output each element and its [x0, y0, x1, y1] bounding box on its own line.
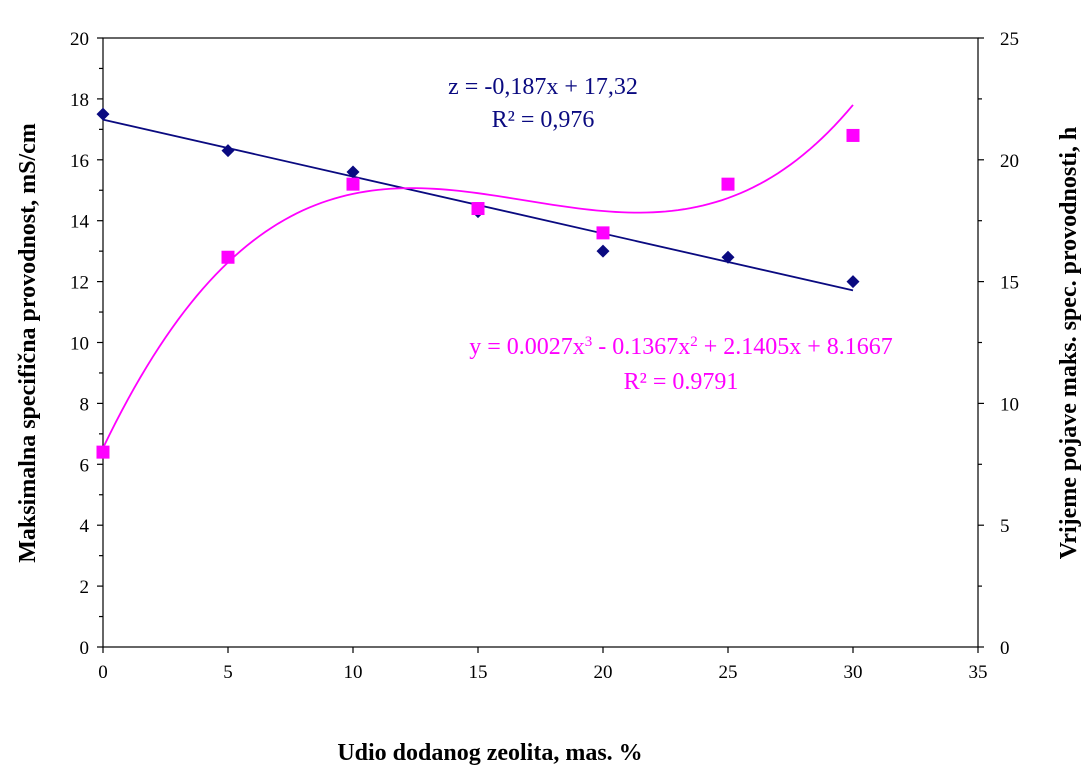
y-left-tick-label: 6	[80, 455, 90, 476]
x-axis-ticks: 0 5 10 15 20 25 30 35	[98, 647, 988, 683]
square-marker	[96, 445, 110, 459]
y-right-tick-label: 10	[1000, 394, 1019, 415]
poly-eq-part-a: y = 0.0027x	[469, 334, 585, 360]
x-tick-label: 0	[98, 662, 108, 683]
y-right-tick-label: 20	[1000, 151, 1019, 172]
y-left-tick-label: 2	[80, 577, 90, 598]
x-axis-title: Udio dodanog zeolita, mas. %	[337, 740, 642, 766]
poly-eq-part-b: - 0.1367x	[592, 334, 690, 360]
diamond-marker	[596, 244, 610, 258]
y-left-tick-label: 12	[70, 273, 89, 294]
x-tick-label: 25	[719, 662, 738, 683]
square-marker	[221, 250, 235, 264]
x-tick-label: 15	[469, 662, 488, 683]
y-right-axis-ticks: 0 5 10 15 20 25	[978, 29, 1019, 659]
poly-eq-sup-2: 2	[690, 334, 698, 350]
diamond-marker	[221, 144, 235, 158]
y-right-tick-label: 5	[1000, 516, 1010, 537]
square-marker	[846, 128, 860, 142]
x-tick-label: 10	[344, 662, 363, 683]
diamond-marker	[346, 165, 360, 179]
square-marker	[721, 177, 735, 191]
y-right-tick-label: 15	[1000, 273, 1019, 294]
y-left-tick-label: 20	[70, 29, 89, 50]
x-tick-label: 20	[594, 662, 613, 683]
y-right-axis-title: Vrijeme pojave maks. spec. provodnosti, …	[1056, 127, 1082, 559]
poly-eq-part-c: + 2.1405x + 8.1667	[698, 334, 893, 360]
linear-equation-label: z = -0,187x + 17,32	[448, 74, 638, 100]
poly-equation-label: y = 0.0027x3 - 0.1367x2 + 2.1405x + 8.16…	[469, 334, 893, 360]
square-marker	[471, 202, 485, 216]
y-left-tick-label: 4	[80, 516, 90, 537]
y-left-axis-ticks: 0 2 4 6 8 10 12 14 16 18 20	[70, 29, 103, 659]
y-left-axis-title: Maksimalna specifična provodnost, mS/cm	[15, 123, 41, 563]
diamond-marker	[96, 107, 110, 121]
y-left-tick-label: 18	[70, 90, 89, 111]
y-right-tick-label: 0	[1000, 638, 1010, 659]
x-tick-label: 35	[969, 662, 988, 683]
trend-lines	[102, 104, 854, 449]
y-right-tick-label: 25	[1000, 29, 1019, 50]
data-markers	[96, 107, 860, 459]
x-tick-label: 30	[844, 662, 863, 683]
diamond-marker	[846, 275, 860, 289]
y-left-tick-label: 10	[70, 334, 89, 355]
linear-r2-label: R² = 0,976	[492, 107, 595, 133]
polynomial-trend-line	[102, 104, 854, 449]
x-tick-label: 5	[223, 662, 233, 683]
poly-r2-label: R² = 0.9791	[624, 369, 739, 395]
diamond-marker	[721, 250, 735, 264]
poly-eq-sup-3: 3	[585, 334, 593, 350]
y-left-tick-label: 16	[70, 151, 89, 172]
square-marker	[346, 177, 360, 191]
y-left-tick-label: 14	[70, 212, 90, 233]
y-left-tick-label: 8	[80, 394, 90, 415]
y-left-tick-label: 0	[80, 638, 90, 659]
square-marker	[596, 226, 610, 240]
